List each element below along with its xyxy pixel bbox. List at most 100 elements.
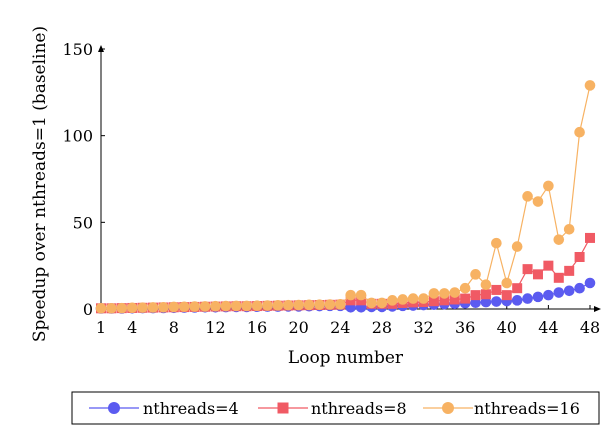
x-tick-label: 48 <box>580 318 600 337</box>
data-point <box>387 295 398 306</box>
data-point <box>376 297 388 309</box>
data-point <box>574 126 585 138</box>
series-layer <box>95 80 596 314</box>
x-axis-arrow <box>594 306 601 312</box>
x-tick-label: 16 <box>247 318 267 337</box>
data-point <box>584 277 596 289</box>
x-tick-label: 32 <box>413 318 433 337</box>
data-point <box>220 300 232 312</box>
legend-box <box>71 391 600 425</box>
data-point <box>532 291 544 303</box>
data-point <box>439 295 450 306</box>
data-point <box>199 301 211 312</box>
y-ticks: 0 50 100 150 <box>62 40 105 319</box>
data-point <box>293 299 304 311</box>
legend-marker <box>442 402 454 414</box>
data-point <box>366 297 377 309</box>
data-point <box>574 252 585 262</box>
legend-marker <box>277 402 289 414</box>
data-point <box>564 265 575 276</box>
data-point <box>418 293 429 304</box>
data-point <box>553 287 565 298</box>
data-point <box>491 296 502 307</box>
data-point <box>532 196 544 207</box>
data-point <box>147 302 159 313</box>
data-point <box>501 290 512 301</box>
data-point <box>491 284 502 295</box>
data-point <box>178 301 190 313</box>
legend-label: nthreads=4 <box>143 399 239 418</box>
x-ticks: 1 4 8 12 16 20 24 28 32 36 40 44 48 <box>96 305 600 337</box>
y-tick-label: 50 <box>73 213 93 232</box>
x-tick-label: 28 <box>372 318 392 337</box>
data-point <box>449 287 461 298</box>
x-tick-label: 44 <box>538 318 558 337</box>
x-tick-label: 12 <box>205 318 225 337</box>
data-point <box>428 296 439 307</box>
y-tick-label: 100 <box>62 127 93 146</box>
data-point <box>95 303 107 314</box>
data-point <box>106 303 117 314</box>
data-point <box>543 180 554 192</box>
data-point <box>355 289 367 301</box>
legend: nthreads=4 nthreads=8 nthreads=16 <box>71 391 600 425</box>
x-axis-title: Loop number <box>288 348 404 368</box>
legend-item-nthreads-8: nthreads=8 <box>258 399 407 418</box>
data-point <box>460 293 471 304</box>
data-point <box>116 302 128 314</box>
data-point <box>428 288 440 299</box>
data-point <box>480 296 492 308</box>
data-point <box>314 299 325 310</box>
data-point <box>168 301 180 313</box>
data-point <box>158 301 169 313</box>
legend-item-nthreads-4: nthreads=4 <box>89 399 239 418</box>
x-tick-label: 4 <box>127 318 137 337</box>
x-tick-label: 24 <box>330 318 350 337</box>
data-point <box>439 288 450 299</box>
data-point <box>210 300 221 312</box>
series-nthreads-16 <box>95 80 596 314</box>
data-point <box>501 277 513 289</box>
y-tick-label: 0 <box>83 300 93 319</box>
y-axis-title: Speedup over nthreads=1 (baseline) <box>30 26 50 342</box>
x-tick-label: 8 <box>169 318 179 337</box>
data-point <box>407 293 419 304</box>
data-point <box>334 299 346 310</box>
x-tick-label: 36 <box>455 318 475 337</box>
data-point <box>470 269 481 280</box>
x-tick-label: 20 <box>289 318 309 337</box>
y-tick-label: 150 <box>62 40 93 59</box>
data-point <box>511 241 523 252</box>
data-point <box>241 300 252 312</box>
data-point <box>511 295 523 306</box>
data-point <box>480 289 491 300</box>
data-point <box>543 289 554 301</box>
legend-label: nthreads=8 <box>311 399 407 418</box>
data-point <box>272 300 284 311</box>
data-point <box>324 299 336 310</box>
data-point <box>230 300 242 312</box>
data-point <box>543 260 554 271</box>
data-point <box>522 264 533 275</box>
data-point <box>262 300 273 311</box>
data-point <box>251 300 263 312</box>
x-tick-label: 40 <box>497 318 517 337</box>
data-point <box>470 290 481 301</box>
data-point <box>584 80 596 91</box>
legend-marker <box>108 402 120 414</box>
legend-item-nthreads-16: nthreads=16 <box>423 399 580 418</box>
data-point <box>491 237 502 249</box>
data-point <box>522 293 533 304</box>
data-point <box>459 282 471 294</box>
x-tick-label: 1 <box>96 318 106 337</box>
data-point <box>126 302 138 314</box>
data-point <box>512 283 523 294</box>
data-point <box>449 294 460 305</box>
data-point <box>303 299 315 311</box>
data-point <box>574 282 585 294</box>
data-point <box>522 191 533 202</box>
legend-label: nthreads=16 <box>474 399 580 418</box>
data-point <box>563 223 575 235</box>
data-point <box>137 302 148 313</box>
